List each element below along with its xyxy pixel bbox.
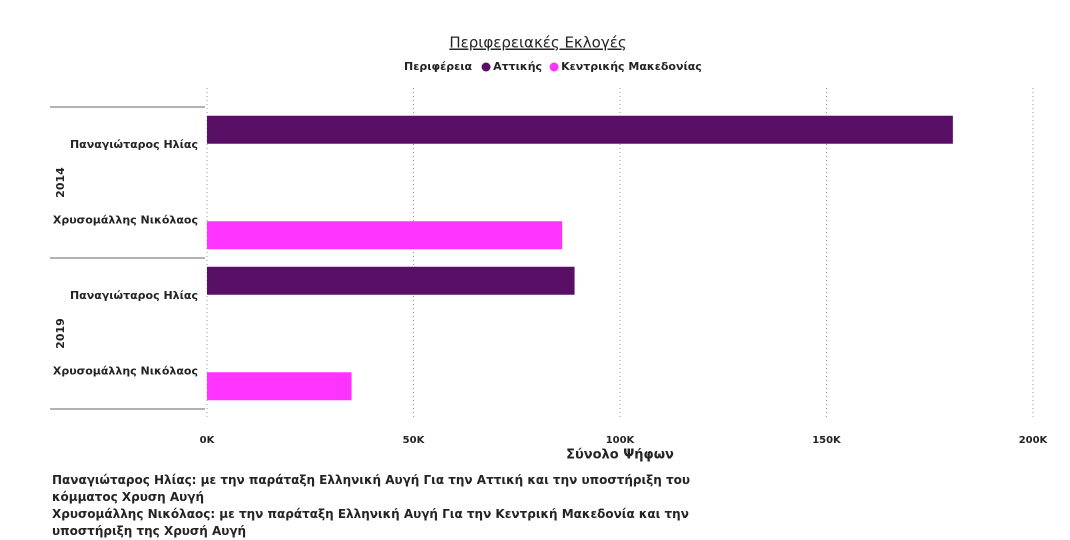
y-tick-label: Παναγιώταρος Ηλίας xyxy=(70,289,198,302)
legend-label: Αττικής xyxy=(493,60,542,73)
y-tick-label: Παναγιώταρος Ηλίας xyxy=(70,138,198,151)
x-tick-label: 50K xyxy=(403,435,426,446)
y-tick-label: Χρυσομάλλης Νικόλαος xyxy=(53,213,198,226)
group-label: 2019 xyxy=(54,318,67,349)
legend-marker xyxy=(481,62,491,72)
bar xyxy=(207,221,563,250)
bar xyxy=(207,372,352,401)
chart: Περιφερειακές Εκλογές Σύνολο Ψήφων Περιφ… xyxy=(50,34,1049,463)
chart-title: Περιφερειακές Εκλογές xyxy=(449,34,626,52)
x-tick-label: 0K xyxy=(200,435,216,446)
note: Παναγιώταρος Ηλίας: με την παράταξη Ελλη… xyxy=(52,473,690,504)
legend-marker xyxy=(549,62,559,72)
bar xyxy=(207,115,953,144)
x-tick-label: 200K xyxy=(1019,435,1049,446)
group-label: 2014 xyxy=(54,167,67,198)
y-tick-label: Χρυσομάλλης Νικόλαος xyxy=(53,364,198,377)
legend-title: Περιφέρεια xyxy=(404,60,473,73)
x-tick-label: 150K xyxy=(812,435,842,446)
note: Χρυσομάλλης Νικόλαος: με την παράταξη Ελ… xyxy=(52,507,689,538)
x-axis-title: Σύνολο Ψήφων xyxy=(566,448,674,463)
x-tick-label: 100K xyxy=(606,435,636,446)
legend-label: Κεντρικής Μακεδονίας xyxy=(561,60,702,73)
notes: Παναγιώταρος Ηλίας: με την παράταξη Ελλη… xyxy=(52,472,742,540)
bar xyxy=(207,266,575,295)
